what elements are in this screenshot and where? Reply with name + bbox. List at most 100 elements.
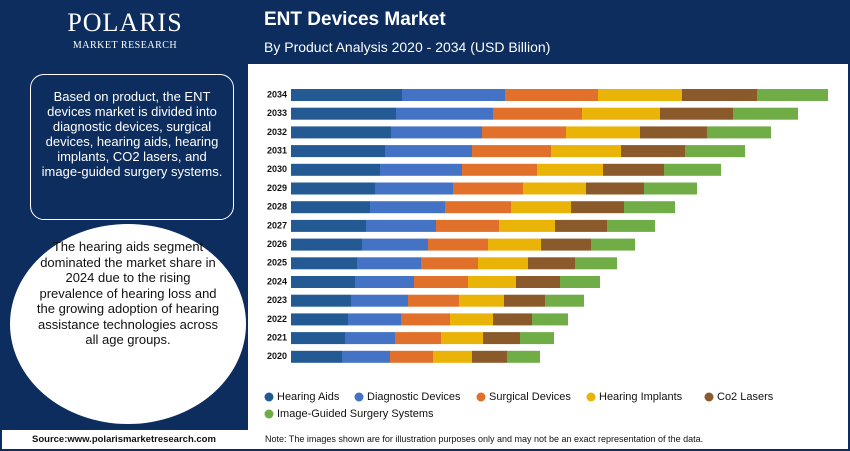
bar-segment bbox=[291, 219, 366, 232]
y-tick-label: 2029 bbox=[267, 183, 287, 193]
y-tick-label: 2034 bbox=[267, 89, 287, 99]
bar-segment bbox=[462, 163, 537, 176]
bar-segment bbox=[560, 276, 600, 288]
bar-segment bbox=[757, 89, 828, 101]
bar-segment bbox=[395, 332, 441, 345]
bar-segment bbox=[520, 332, 554, 345]
bar-segment bbox=[345, 332, 395, 345]
bar-segment bbox=[566, 126, 640, 139]
legend-marker bbox=[704, 392, 714, 402]
bar-segment bbox=[291, 294, 351, 307]
bar-segment bbox=[516, 276, 560, 288]
bar-segment bbox=[291, 182, 375, 195]
y-tick-label: 2028 bbox=[267, 202, 287, 212]
bar-segment bbox=[436, 219, 499, 232]
y-tick-label: 2032 bbox=[267, 127, 287, 137]
y-tick-label: 2024 bbox=[267, 276, 287, 286]
bar-segment bbox=[528, 257, 575, 270]
bar-segment bbox=[640, 126, 707, 139]
y-tick-label: 2020 bbox=[267, 351, 287, 361]
bar-segment bbox=[342, 350, 390, 363]
bar-segment bbox=[396, 107, 493, 120]
bar-segment bbox=[575, 257, 617, 270]
bar-segment bbox=[401, 313, 450, 326]
highlight-text: The hearing aids segment dominated the m… bbox=[36, 239, 220, 347]
header-band bbox=[248, 2, 848, 64]
bar-segment bbox=[291, 201, 370, 214]
bar-segment bbox=[433, 350, 472, 363]
bar-segment bbox=[644, 182, 697, 195]
bar-segment bbox=[493, 107, 582, 120]
bar-segment bbox=[541, 238, 591, 251]
bar-segment bbox=[621, 145, 685, 158]
highlight-circle bbox=[10, 224, 246, 424]
logo-tagline: MARKET RESEARCH bbox=[72, 40, 178, 51]
y-tick-label: 2033 bbox=[267, 108, 287, 118]
bar-segment bbox=[348, 313, 401, 326]
bar-segment bbox=[551, 145, 621, 158]
bar-segment bbox=[291, 313, 348, 326]
bar-segment bbox=[472, 350, 507, 363]
bar-segment bbox=[380, 163, 462, 176]
bar-segment bbox=[598, 89, 682, 101]
chart-title: ENT Devices Market bbox=[264, 9, 446, 30]
source: Source:www.polarismarketresearch.com bbox=[32, 434, 216, 445]
bar-segment bbox=[504, 294, 545, 307]
bar-segment bbox=[664, 163, 721, 176]
y-tick-label: 2031 bbox=[267, 145, 287, 155]
bar-segment bbox=[537, 163, 603, 176]
y-tick-label: 2030 bbox=[267, 164, 287, 174]
bar-segment bbox=[291, 107, 396, 120]
bar-segment bbox=[507, 350, 540, 363]
logo-name: POLARIS bbox=[67, 8, 183, 37]
bar-segment bbox=[441, 332, 483, 345]
bar-segment bbox=[450, 313, 493, 326]
summary-box: Based on product, the ENT devices market… bbox=[30, 74, 234, 220]
bar-segment bbox=[733, 107, 798, 120]
legend-marker bbox=[264, 409, 274, 419]
bar-segment bbox=[532, 313, 568, 326]
bar-segment bbox=[478, 257, 528, 270]
legend-label: Surgical Devices bbox=[489, 391, 571, 403]
bar-segment bbox=[355, 276, 414, 288]
bar-segment bbox=[591, 238, 635, 251]
bar-segment bbox=[586, 182, 644, 195]
y-tick-label: 2021 bbox=[267, 332, 287, 342]
bar-segment bbox=[582, 107, 660, 120]
bar-segment bbox=[291, 238, 362, 251]
bar-segment bbox=[421, 257, 478, 270]
bar-segment bbox=[291, 163, 380, 176]
bar-segment bbox=[351, 294, 408, 307]
legend-marker bbox=[476, 392, 486, 402]
bar-segment bbox=[391, 126, 482, 139]
bar-segment bbox=[291, 332, 345, 345]
legend-marker bbox=[586, 392, 596, 402]
bar-segment bbox=[390, 350, 433, 363]
bar-segment bbox=[483, 332, 520, 345]
bar-segment bbox=[445, 201, 511, 214]
bar-segment bbox=[291, 276, 355, 288]
bar-segment bbox=[362, 238, 428, 251]
y-tick-label: 2027 bbox=[267, 220, 287, 230]
bar-segment bbox=[660, 107, 733, 120]
bar-segment bbox=[408, 294, 459, 307]
bar-segment bbox=[375, 182, 453, 195]
bar-segment bbox=[459, 294, 504, 307]
bar-segment bbox=[402, 89, 505, 101]
legend-marker bbox=[354, 392, 364, 402]
bar-segment bbox=[493, 313, 532, 326]
bar-segment bbox=[357, 257, 421, 270]
bar-segment bbox=[385, 145, 472, 158]
bar-segment bbox=[607, 219, 655, 232]
legend-label: Diagnostic Devices bbox=[367, 391, 461, 403]
legend-marker bbox=[264, 392, 274, 402]
bar-segment bbox=[468, 276, 516, 288]
bar-segment bbox=[291, 350, 342, 363]
bar-segment bbox=[523, 182, 586, 195]
bar-segment bbox=[472, 145, 551, 158]
bar-segment bbox=[603, 163, 664, 176]
legend-label: Hearing Implants bbox=[599, 391, 683, 403]
bar-segment bbox=[545, 294, 584, 307]
y-tick-label: 2022 bbox=[267, 314, 287, 324]
